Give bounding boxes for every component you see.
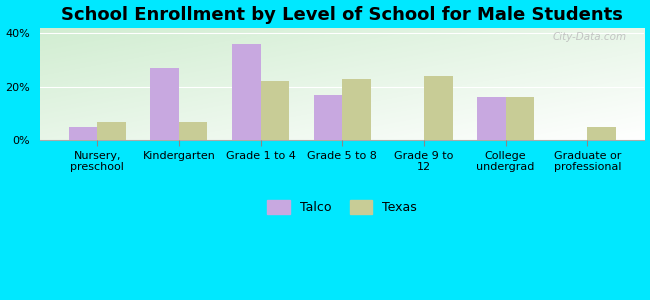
Bar bbox=[69, 127, 97, 140]
Text: City-Data.com: City-Data.com bbox=[552, 32, 627, 42]
Bar bbox=[232, 44, 261, 140]
Bar bbox=[179, 122, 207, 140]
Title: School Enrollment by Level of School for Male Students: School Enrollment by Level of School for… bbox=[61, 6, 623, 24]
Legend: Talco, Texas: Talco, Texas bbox=[261, 194, 424, 220]
Bar bbox=[98, 122, 126, 140]
Bar bbox=[343, 79, 370, 140]
Bar bbox=[477, 98, 506, 140]
Bar bbox=[150, 68, 179, 140]
Bar bbox=[587, 127, 616, 140]
Bar bbox=[424, 76, 452, 140]
Bar bbox=[314, 95, 343, 140]
Bar bbox=[506, 98, 534, 140]
Bar bbox=[261, 81, 289, 140]
